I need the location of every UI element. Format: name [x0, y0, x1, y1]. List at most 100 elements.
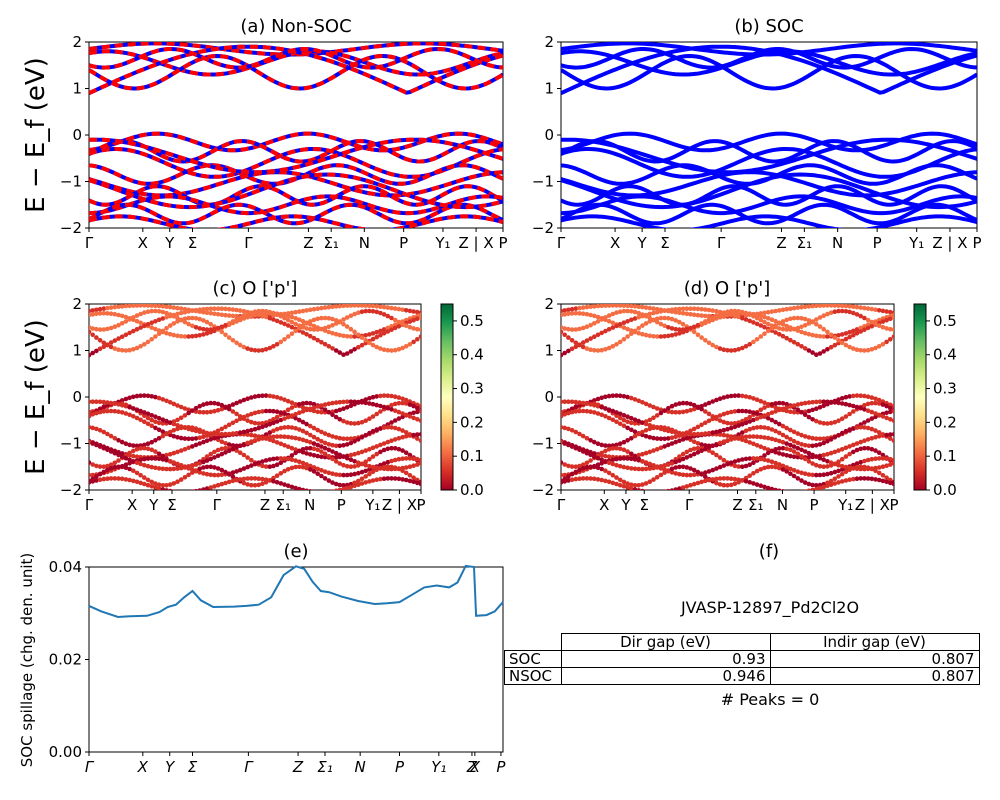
- band-point: [621, 479, 627, 485]
- band-point: [204, 306, 210, 312]
- band-point: [651, 435, 656, 441]
- band-point: [743, 428, 749, 434]
- band-point: [828, 470, 834, 476]
- band-point: [123, 348, 129, 353]
- band-point: [728, 421, 734, 426]
- band-point: [271, 408, 276, 414]
- band-point: [747, 426, 752, 432]
- band-point: [669, 461, 675, 466]
- band-point: [625, 394, 630, 400]
- band-point: [392, 408, 398, 414]
- band-point: [319, 305, 324, 311]
- band-point: [285, 407, 291, 413]
- band-point: [308, 463, 313, 469]
- band-point: [869, 456, 875, 462]
- band-point: [348, 457, 354, 463]
- band-point: [865, 317, 871, 323]
- band-point: [263, 408, 269, 414]
- band-point: [777, 321, 782, 326]
- band-point: [847, 304, 852, 309]
- band-point: [669, 466, 675, 472]
- kpoint-label: Σ: [640, 496, 649, 514]
- band-point: [156, 420, 162, 426]
- band-point: [725, 394, 730, 399]
- band-point: [304, 462, 309, 467]
- band-point: [625, 419, 630, 425]
- band-point: [736, 435, 741, 441]
- band-point: [160, 309, 166, 315]
- band-point: [348, 304, 354, 308]
- band-point: [836, 304, 841, 308]
- band-point: [344, 436, 350, 442]
- band-point: [123, 396, 129, 402]
- band-point: [862, 402, 867, 408]
- band-point: [356, 437, 361, 442]
- band-point: [138, 408, 143, 414]
- band-point: [116, 476, 121, 481]
- band-point: [367, 467, 372, 472]
- band-point: [197, 307, 202, 313]
- band-point: [341, 406, 346, 412]
- band-point: [267, 478, 273, 483]
- band-point: [108, 462, 114, 468]
- band-point: [880, 452, 886, 458]
- band-point: [127, 466, 132, 472]
- band-point: [415, 316, 420, 322]
- band-point: [105, 305, 110, 311]
- band-point: [142, 475, 147, 480]
- band-point: [606, 327, 612, 332]
- band-point: [762, 405, 767, 410]
- band-point: [673, 465, 678, 470]
- band-point: [116, 322, 121, 328]
- band-line-nsoc-dash: [89, 163, 503, 186]
- band-point: [326, 344, 332, 349]
- band-point: [839, 467, 845, 472]
- band-point: [673, 410, 678, 415]
- band-point: [330, 456, 335, 462]
- band-point: [245, 311, 250, 317]
- band-point: [721, 419, 727, 425]
- band-point: [677, 471, 682, 477]
- band-point: [799, 470, 804, 476]
- band-point: [636, 398, 641, 404]
- band-line-nsoc-dash: [89, 147, 503, 179]
- band-point: [337, 435, 343, 441]
- band-point: [230, 313, 236, 319]
- band-point: [322, 305, 328, 310]
- band-point: [669, 441, 675, 446]
- band-point: [732, 393, 738, 399]
- band-point: [836, 468, 841, 474]
- band-point: [740, 393, 745, 399]
- band-point: [788, 471, 793, 477]
- band-point: [603, 414, 608, 419]
- band-point: [569, 471, 575, 477]
- band-point: [197, 466, 202, 472]
- band-point: [407, 473, 413, 478]
- band-point: [884, 456, 889, 462]
- band-point: [806, 400, 812, 405]
- band-point: [176, 489, 179, 490]
- band-point: [603, 304, 608, 308]
- band-point: [160, 429, 166, 435]
- band-point: [241, 452, 247, 458]
- band-point: [751, 313, 756, 319]
- band-point: [105, 400, 110, 405]
- band-point: [219, 446, 225, 452]
- band-point: [706, 411, 712, 417]
- band-point: [891, 315, 894, 320]
- band-point: [127, 304, 132, 309]
- band-point: [821, 436, 826, 442]
- band-point: [654, 436, 660, 441]
- band-point: [237, 416, 243, 422]
- band-point: [839, 396, 845, 401]
- band-point: [319, 468, 324, 473]
- band-point: [322, 407, 328, 413]
- band-point: [688, 407, 693, 413]
- band-point: [647, 479, 653, 485]
- band-point: [862, 324, 867, 329]
- band-point: [304, 321, 309, 326]
- band-point: [400, 400, 405, 406]
- band-point: [381, 466, 387, 472]
- band-point: [740, 457, 745, 462]
- band-point: [777, 421, 782, 427]
